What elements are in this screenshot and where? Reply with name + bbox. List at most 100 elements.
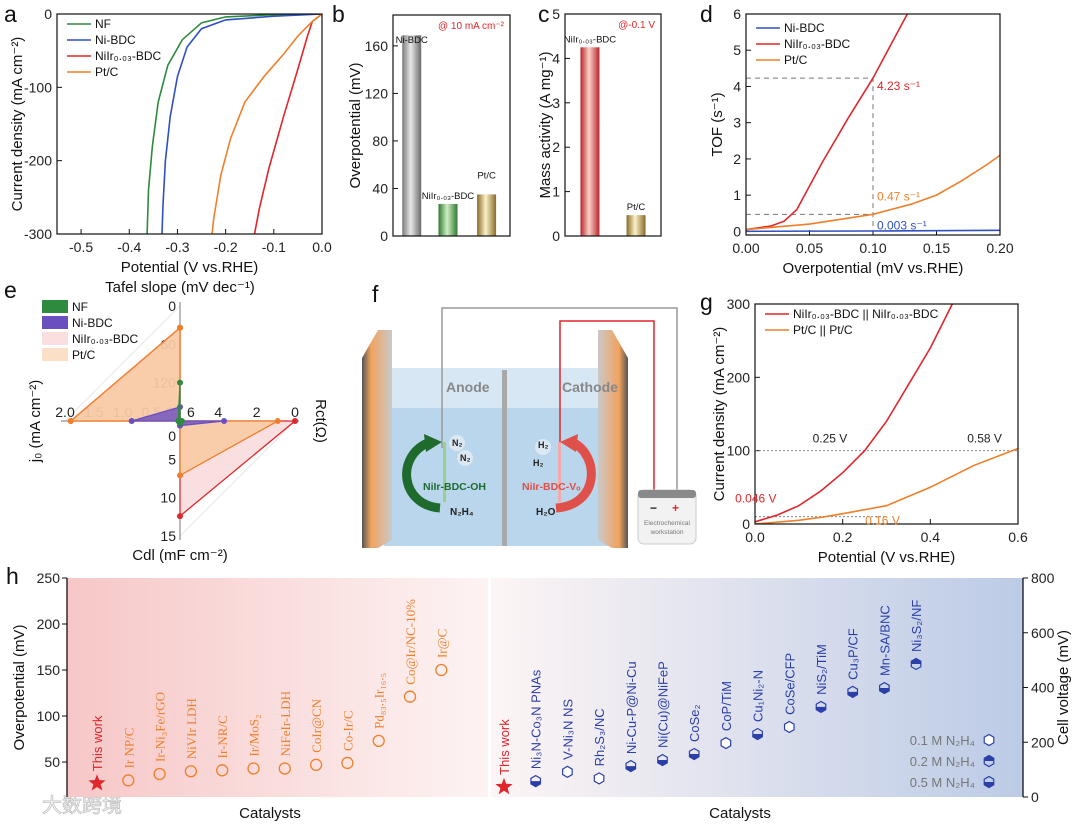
legend-label: NF xyxy=(95,17,111,31)
catalyst-label: Co-Ir/C xyxy=(340,711,355,751)
x-tick-label: 0.00 xyxy=(732,240,759,256)
panel-label-c: c xyxy=(538,1,550,27)
catalyst-label: CoSe₂ xyxy=(687,704,702,742)
bar-label: Pt/C xyxy=(477,170,496,181)
legend-swatch xyxy=(42,300,68,313)
legend-label: 0.2 M N₂H₄ xyxy=(910,754,975,769)
bar xyxy=(402,35,422,236)
x-axis-label: Potential (V vs.RHE) xyxy=(121,259,259,276)
catalyst-label: Ir@C xyxy=(434,629,449,658)
panel-label-f: f xyxy=(372,281,379,307)
circle-marker-icon xyxy=(278,762,291,775)
circle-marker-icon xyxy=(372,734,385,748)
series-line-0 xyxy=(146,14,322,234)
hexagon-fill xyxy=(984,782,994,788)
y-axis-label: Overpotential (mV) xyxy=(347,63,364,189)
anode-catalyst-label: NiIr-BDC-OH xyxy=(423,481,486,493)
radar-tick-label: 10 xyxy=(160,490,176,506)
y-tick-label: 600 xyxy=(1031,625,1055,641)
legend-label: Pt/C || Pt/C xyxy=(793,323,853,337)
catalyst-label: Ni-Cu-P@Ni-Cu xyxy=(624,661,639,754)
y-tick-label: -200 xyxy=(24,153,52,169)
arrow-head-icon xyxy=(560,434,578,452)
hexagon-fill xyxy=(984,755,994,761)
hexagon-marker-icon xyxy=(530,774,542,788)
radar-point xyxy=(177,379,183,386)
hexagon-marker-icon xyxy=(910,657,922,671)
catalyst-label: Ni₃N-Co₃N PNAs xyxy=(529,669,544,769)
y-tick-label: 6 xyxy=(733,6,741,22)
series-line-2 xyxy=(253,14,322,234)
y-tick-label: 3 xyxy=(733,115,741,131)
plot-frame xyxy=(564,13,662,237)
hexagon-fill xyxy=(657,760,668,766)
circle-marker-icon xyxy=(122,774,135,787)
radar-tick-label: 0 xyxy=(168,428,176,444)
y-axis-label: Cell voltage (mV) xyxy=(1055,630,1072,745)
x-axis-label: Catalysts xyxy=(709,805,771,822)
left-background xyxy=(67,578,488,797)
hexagon-marker-icon xyxy=(657,753,668,767)
y-tick-label: 800 xyxy=(1031,570,1055,586)
catalyst-label: Ni₃S₂/NF xyxy=(909,600,924,652)
y-tick-label: 0 xyxy=(742,516,750,532)
x-tick-label: 0.0 xyxy=(312,239,332,255)
y-tick-label: 4 xyxy=(733,78,741,94)
panel-a: a -0.5 -0.4 -0.3 -0.2 -0.1 0.0 -300 -200 -100 0 Pot… xyxy=(4,1,332,276)
n2-label: N₂ xyxy=(460,453,471,463)
y-axis-label: Current density (mA cm⁻²) xyxy=(9,37,26,212)
x-tick-label: -0.4 xyxy=(117,239,141,255)
legend-label: Pt/C xyxy=(784,53,808,67)
n2-label: N₂ xyxy=(452,438,463,448)
radar-point xyxy=(221,418,228,424)
hexagon-marker-icon xyxy=(983,775,995,789)
catalyst-label: Ir-NR/C xyxy=(215,715,230,758)
catalyst-label: NiVIr LDH xyxy=(184,698,199,759)
panel-g: g 0.0 0.2 0.4 0.6 0 100 200 300 Potential (V vs.R… xyxy=(700,289,1028,566)
panel-c: c 0 1 2 3 4 5 Mass activity (A mg⁻¹) NiIr₀.₀₃-BD… xyxy=(537,1,662,244)
hexagon-marker-icon xyxy=(625,759,637,773)
right-background xyxy=(491,578,1023,797)
legend-swatch xyxy=(42,332,68,345)
y-tick-label: 80 xyxy=(372,133,388,149)
circle-marker-icon xyxy=(153,767,166,781)
radar-point xyxy=(274,418,281,424)
h2-label: H₂ xyxy=(538,440,549,450)
watermark: 大数跨境 xyxy=(42,794,122,817)
anode-label: Anode xyxy=(446,379,490,395)
x-tick-label: 0.2 xyxy=(833,529,853,545)
y-tick-label: 100 xyxy=(37,708,61,724)
value-annotation: 0.046 V xyxy=(735,492,776,506)
x-tick-label: -0.2 xyxy=(214,239,238,255)
hexagon-marker-icon xyxy=(688,747,700,761)
value-annotation: 0.58 V xyxy=(967,432,1002,446)
h2o-label: H₂O xyxy=(536,507,556,518)
minus-terminal: − xyxy=(650,501,657,515)
y-tick-label: 1 xyxy=(552,184,560,200)
radar-point xyxy=(67,418,74,424)
panel-label-d: d xyxy=(700,1,713,27)
hexagon-marker-icon xyxy=(593,772,605,785)
catalyst-label: Co@Ir/NC-10% xyxy=(403,599,418,685)
y-tick-label: 100 xyxy=(727,443,751,459)
catalyst-label: CoSe/CFP xyxy=(782,653,797,715)
y-tick-label: 200 xyxy=(727,369,751,385)
x-tick-label: 0.05 xyxy=(796,240,823,256)
x-tick-label: 0.15 xyxy=(923,240,950,256)
legend-label: NiIr₀.₀₃-BDC || NiIr₀.₀₃-BDC xyxy=(793,307,939,321)
plot-frame xyxy=(392,14,511,237)
radar-tick-label: 0 xyxy=(291,404,299,420)
legend-label: Pt/C xyxy=(72,348,96,362)
radar-axis-label: Rct(Ω) xyxy=(312,399,329,443)
y-tick-label: 5 xyxy=(733,42,741,58)
panel-e: e0601202.01.51.00.500246151050Tafel slop… xyxy=(4,277,329,564)
x-tick-label: 0.10 xyxy=(859,240,886,256)
legend-label: Pt/C xyxy=(95,65,119,79)
plus-terminal: + xyxy=(672,501,679,515)
radar-tick-label: 6 xyxy=(187,404,195,420)
bar-label: Pt/C xyxy=(627,202,646,213)
left-wall xyxy=(362,330,392,548)
